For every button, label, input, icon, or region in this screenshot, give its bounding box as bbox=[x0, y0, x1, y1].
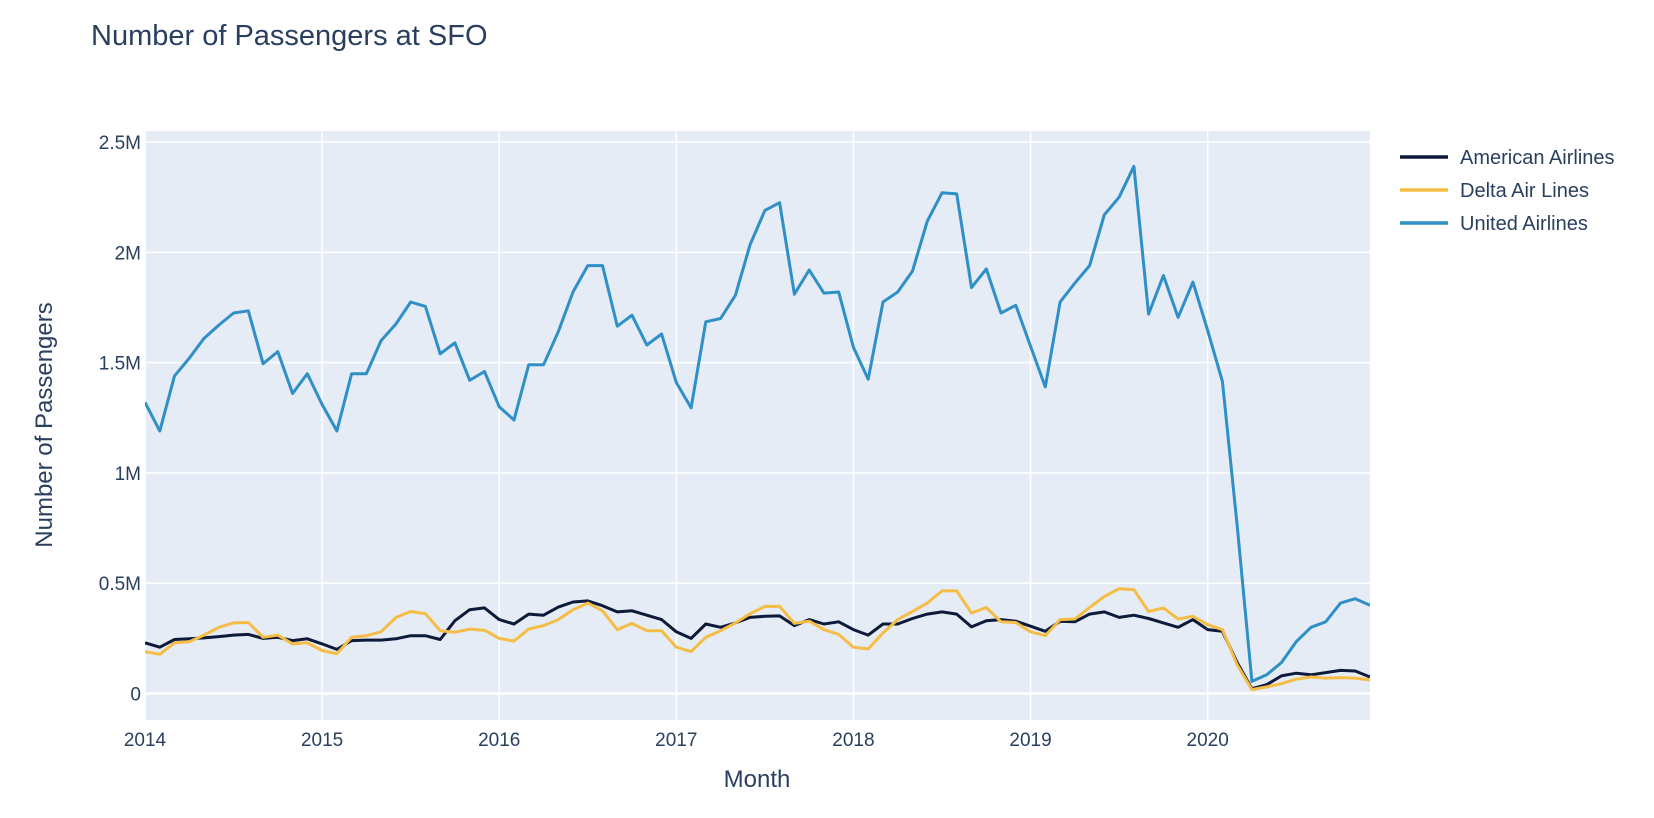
series-line-united-airlines bbox=[145, 164, 1370, 683]
x-tick-label: 2019 bbox=[1009, 730, 1051, 751]
y-tick-label: 1.5M bbox=[99, 354, 141, 375]
plot-area bbox=[145, 131, 1370, 720]
y-gridlines bbox=[145, 141, 1370, 695]
x-tick-label: 2016 bbox=[478, 730, 520, 751]
x-axis-ticks: 2014 2015 2016 2017 2018 2019 2020 bbox=[124, 730, 1229, 751]
y-tick-label: 1M bbox=[115, 464, 141, 485]
x-tick-label: 2014 bbox=[124, 730, 167, 751]
x-gridlines bbox=[144, 131, 1209, 720]
y-axis-ticks: 0 0.5M 1M 1.5M 2M 2.5M bbox=[99, 133, 141, 705]
legend-label: Delta Air Lines bbox=[1460, 180, 1589, 202]
y-tick-label: 0.5M bbox=[99, 574, 141, 595]
y-tick-label: 0 bbox=[130, 685, 141, 706]
x-tick-label: 2018 bbox=[832, 730, 874, 751]
x-axis-title: Month bbox=[724, 766, 791, 793]
chart-title: Number of Passengers at SFO bbox=[91, 20, 488, 52]
y-tick-label: 2.5M bbox=[99, 133, 141, 154]
series-lines bbox=[145, 164, 1370, 692]
y-tick-label: 2M bbox=[115, 243, 141, 264]
legend-label: American Airlines bbox=[1460, 147, 1615, 169]
y-axis-title: Number of Passengers bbox=[31, 302, 58, 547]
x-tick-label: 2015 bbox=[301, 730, 343, 751]
legend-label: United Airlines bbox=[1460, 213, 1588, 235]
x-tick-label: 2020 bbox=[1187, 730, 1229, 751]
legend: American Airlines Delta Air Lines United A… bbox=[1400, 147, 1615, 235]
series-line-delta-air-lines bbox=[145, 587, 1370, 692]
x-tick-label: 2017 bbox=[655, 730, 697, 751]
